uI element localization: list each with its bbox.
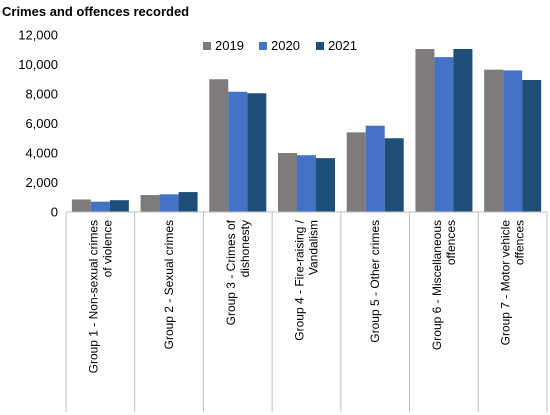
- x-category-label-line: Group 5 - Other crimes: [368, 220, 382, 343]
- bar-2019-group-4: [278, 153, 297, 212]
- y-tick-label: 12,000: [18, 28, 58, 43]
- chart-title: Crimes and offences recorded: [2, 4, 189, 19]
- legend-swatch-2020: [259, 42, 267, 50]
- x-category-label-line: offences: [444, 220, 458, 265]
- x-category-label: Group 6 - Miscellaneous offences: [430, 220, 458, 350]
- bar-2020-group-7: [503, 70, 523, 213]
- bar-2019-group-3: [209, 79, 229, 212]
- bar-2020-group-4: [297, 155, 316, 212]
- legend-label-2019: 2019: [215, 38, 244, 53]
- x-category-label-line: Group 6 - Miscellaneous: [430, 220, 444, 350]
- legend-label-2020: 2020: [271, 38, 300, 53]
- bar-2021-group-6: [453, 49, 473, 213]
- bar-2019-group-7: [484, 69, 504, 212]
- x-category-label: Group 2 - Sexual crimes: [162, 220, 176, 349]
- bar-2020-group-5: [365, 125, 385, 212]
- x-axis: Group 1 - Non-sexual crimes of violence Gr…: [65, 211, 548, 412]
- bar-2021-group-3: [247, 93, 267, 212]
- legend-swatch-2019: [203, 42, 211, 50]
- legend: 2019 2020 2021: [203, 38, 357, 53]
- y-tick-label: 0: [51, 205, 58, 220]
- x-category-label-line: Group 7 - Motor vehicle: [499, 220, 513, 346]
- bar-2020-group-1: [90, 201, 110, 212]
- bar-2020-group-2: [159, 194, 179, 212]
- bar-2020-group-6: [434, 57, 454, 212]
- x-category-label: Group 1 - Non-sexual crimes of violence: [86, 220, 114, 374]
- bar-2021-group-7: [522, 79, 542, 212]
- bar-2021-group-1: [109, 200, 129, 212]
- y-tick-label: 2,000: [25, 175, 58, 190]
- bar-2019-group-2: [140, 195, 160, 212]
- y-axis: 0 2,000 4,000 6,000 8,000 10,000 12,000: [18, 28, 58, 220]
- x-category-label-line: of violence: [100, 220, 114, 278]
- y-tick-label: 4,000: [25, 146, 58, 161]
- x-category-label-line: Vandalism: [307, 220, 321, 275]
- x-category-label: Group 5 - Other crimes: [368, 220, 382, 343]
- bar-2019-group-6: [415, 49, 435, 213]
- y-tick-label: 10,000: [18, 57, 58, 72]
- x-category-label-line: Group 3 - Crimes of: [224, 219, 238, 325]
- x-category-label-line: Group 1 - Non-sexual crimes: [86, 220, 100, 373]
- bar-2020-group-3: [228, 91, 248, 212]
- x-category-label-line: dishonesty: [238, 220, 252, 277]
- bar-2019-group-5: [346, 132, 366, 212]
- y-tick-label: 8,000: [25, 87, 58, 102]
- x-category-label-line: offences: [513, 220, 527, 265]
- bar-2021-group-2: [178, 192, 198, 212]
- x-category-label-line: Group 2 - Sexual crimes: [162, 220, 176, 349]
- x-category-label: Group 7 - Motor vehicle offences: [499, 220, 527, 346]
- bar-2021-group-5: [384, 138, 404, 212]
- bars: [71, 49, 542, 213]
- x-category-label-line: Group 4 - Fire-raising /: [293, 219, 307, 340]
- bar-2021-group-4: [316, 158, 335, 212]
- x-category-label: Group 4 - Fire-raising / Vandalism: [293, 219, 321, 340]
- legend-swatch-2021: [316, 42, 324, 50]
- x-category-label: Group 3 - Crimes of dishonesty: [224, 219, 252, 325]
- legend-label-2021: 2021: [328, 38, 357, 53]
- y-tick-label: 6,000: [25, 116, 58, 131]
- bar-2019-group-1: [71, 199, 91, 212]
